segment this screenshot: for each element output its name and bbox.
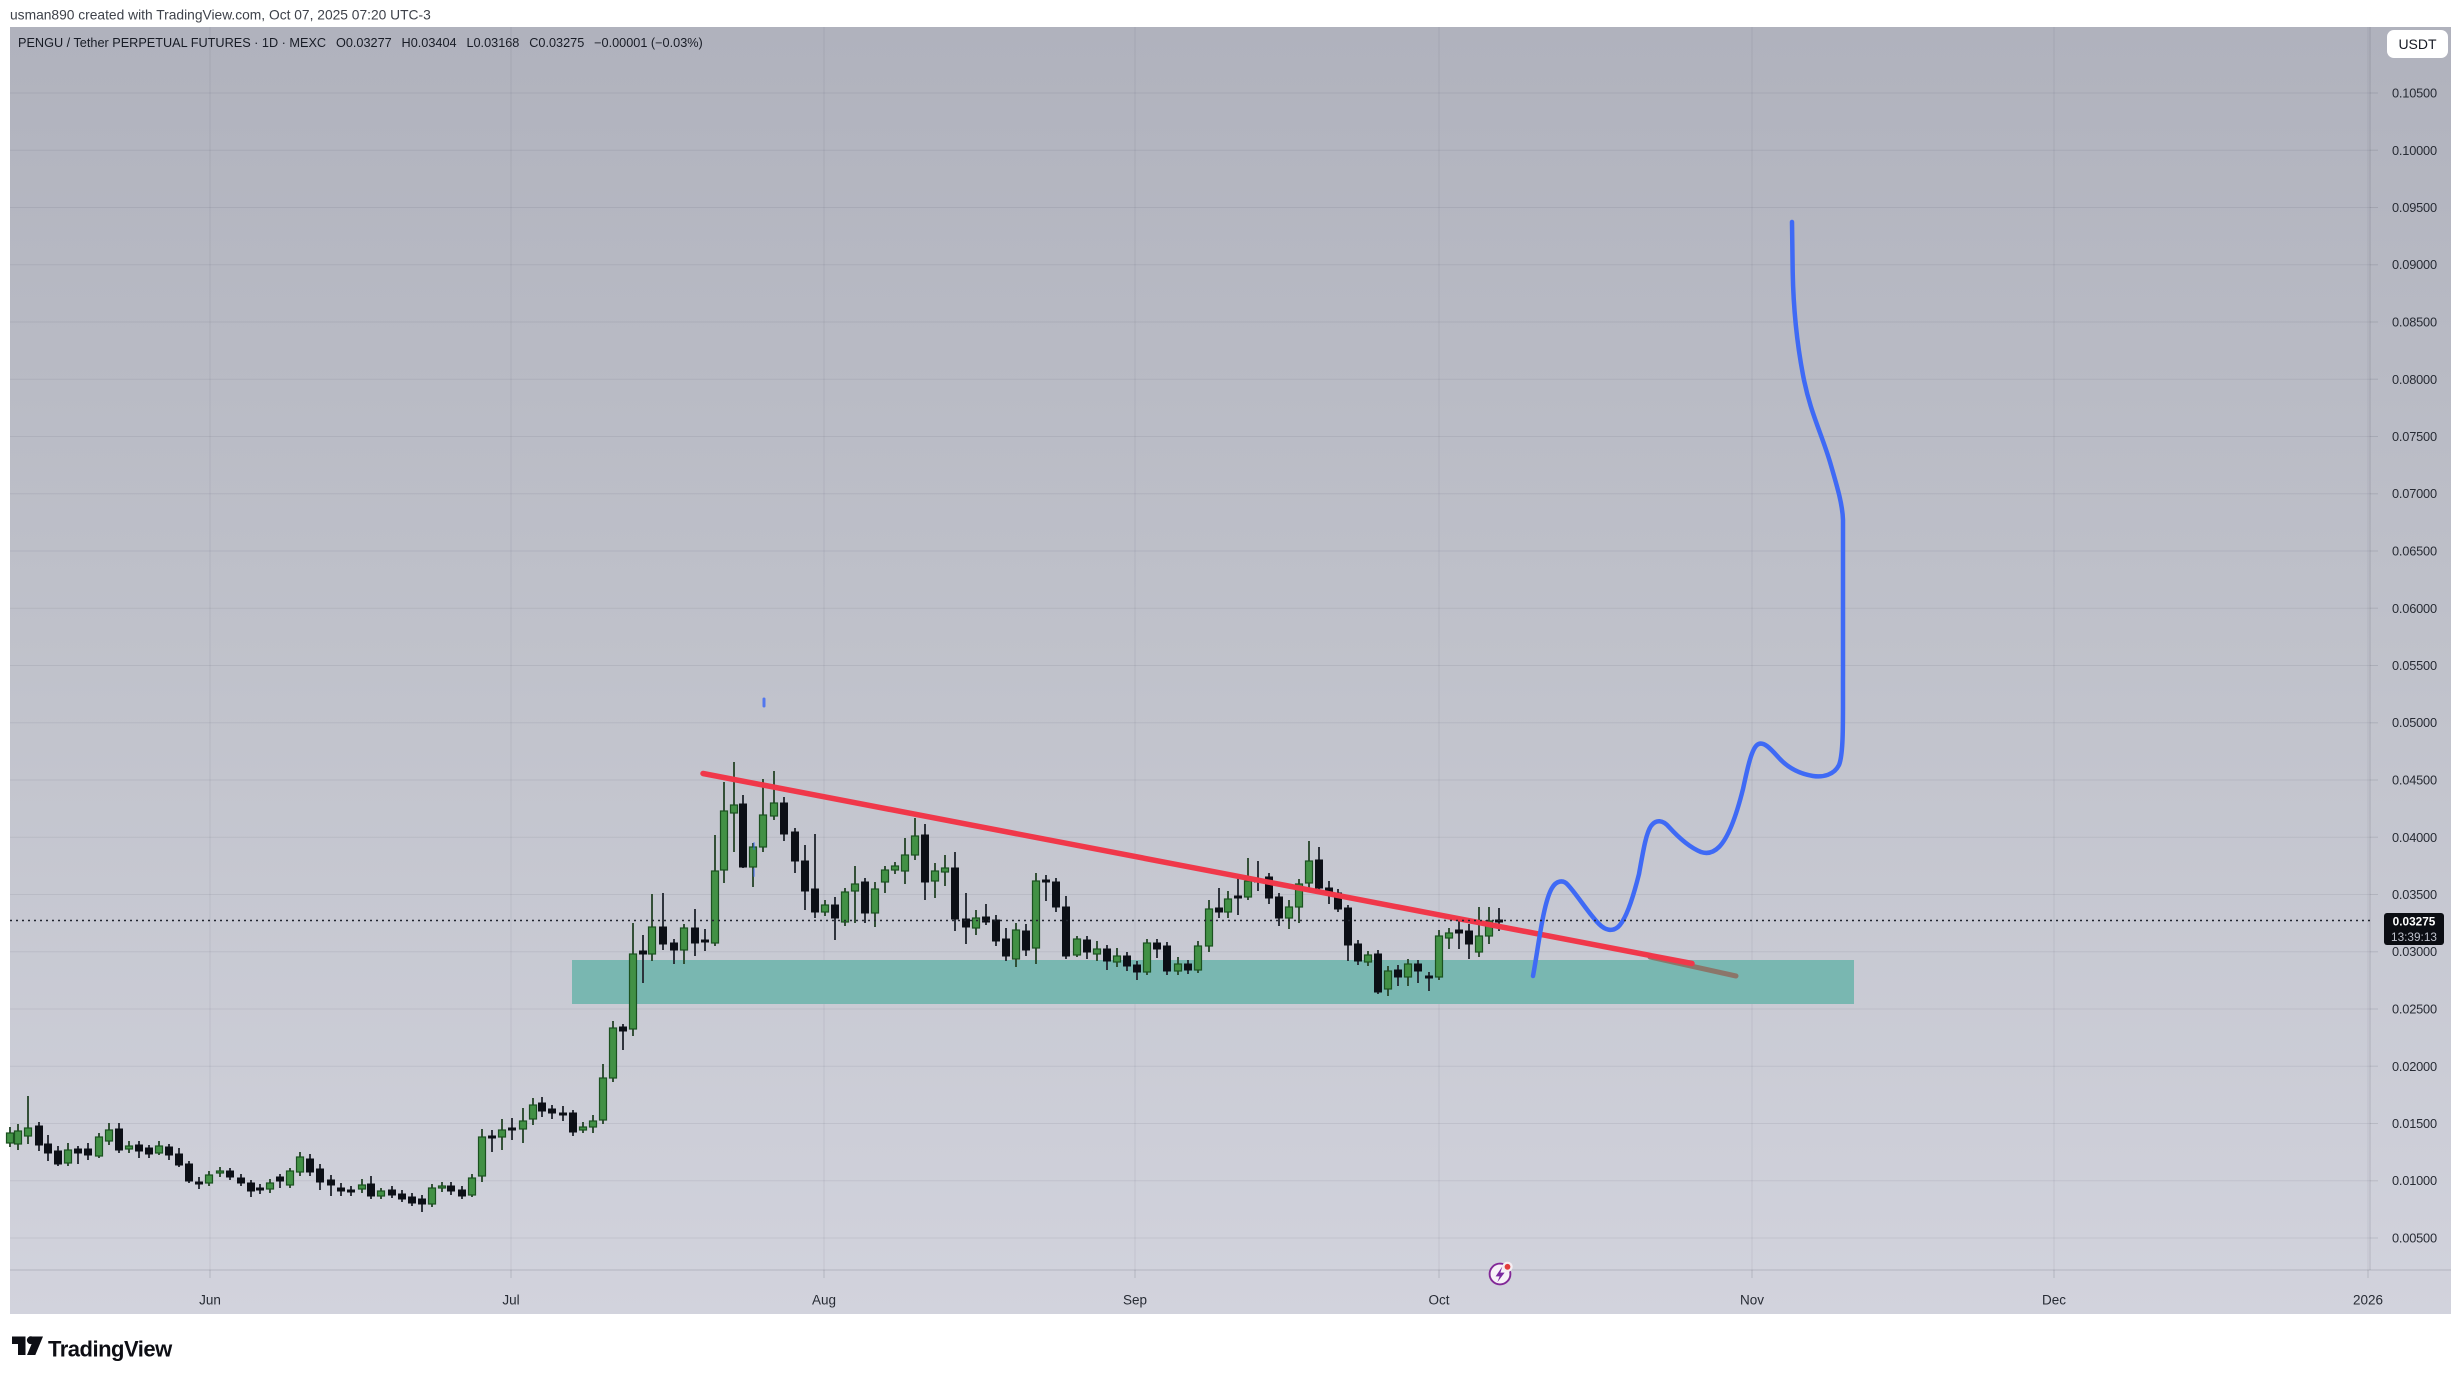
svg-text:0.09000: 0.09000 (2392, 257, 2437, 272)
svg-text:0.04000: 0.04000 (2392, 830, 2437, 845)
svg-text:0.08500: 0.08500 (2392, 315, 2437, 330)
svg-text:Sep: Sep (1123, 1293, 1147, 1308)
svg-text:PENGU / Tether PERPETUAL FUTUR: PENGU / Tether PERPETUAL FUTURES · 1D · … (18, 36, 703, 50)
svg-text:Oct: Oct (1428, 1293, 1449, 1308)
svg-text:usman890 created with TradingV: usman890 created with TradingView.com, O… (10, 8, 431, 23)
svg-text:USDT: USDT (2398, 36, 2437, 52)
svg-text:0.02000: 0.02000 (2392, 1059, 2437, 1074)
svg-text:0.03500: 0.03500 (2392, 887, 2437, 902)
svg-text:0.06000: 0.06000 (2392, 601, 2437, 616)
svg-text:0.04500: 0.04500 (2392, 773, 2437, 788)
svg-text:0.05500: 0.05500 (2392, 658, 2437, 673)
svg-text:Aug: Aug (812, 1293, 836, 1308)
svg-text:0.01500: 0.01500 (2392, 1116, 2437, 1131)
svg-text:0.09500: 0.09500 (2392, 200, 2437, 215)
svg-text:0.01000: 0.01000 (2392, 1173, 2437, 1188)
svg-text:Jun: Jun (199, 1293, 221, 1308)
svg-text:0.10500: 0.10500 (2392, 86, 2437, 101)
svg-text:Dec: Dec (2042, 1293, 2066, 1308)
svg-text:Nov: Nov (1740, 1293, 1764, 1308)
svg-text:0.02500: 0.02500 (2392, 1002, 2437, 1017)
svg-text:0.06500: 0.06500 (2392, 544, 2437, 559)
svg-text:0.00500: 0.00500 (2392, 1231, 2437, 1246)
svg-text:0.05000: 0.05000 (2392, 715, 2437, 730)
svg-text:0.03275: 0.03275 (2393, 915, 2436, 929)
svg-text:0.03000: 0.03000 (2392, 944, 2437, 959)
svg-text:0.08000: 0.08000 (2392, 372, 2437, 387)
svg-text:2026: 2026 (2353, 1293, 2383, 1308)
svg-text:0.07500: 0.07500 (2392, 429, 2437, 444)
svg-text:0.07000: 0.07000 (2392, 486, 2437, 501)
svg-text:13:39:13: 13:39:13 (2391, 930, 2437, 944)
svg-text:0.10000: 0.10000 (2392, 143, 2437, 158)
svg-text:Jul: Jul (502, 1293, 519, 1308)
svg-text:TradingView: TradingView (48, 1337, 173, 1362)
